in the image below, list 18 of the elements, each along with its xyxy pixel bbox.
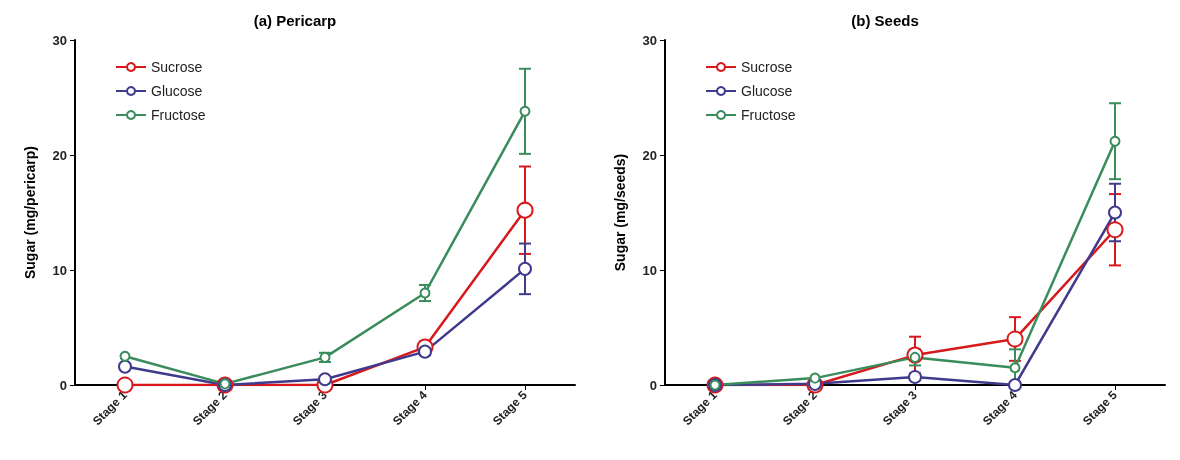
legend-label: Fructose [151, 107, 206, 123]
y-tick-label: 30 [642, 32, 657, 48]
y-tick-label: 30 [52, 32, 67, 48]
y-tick-label: 20 [52, 147, 67, 163]
chart-title: (b) Seeds [851, 12, 919, 29]
y-tick-label: 0 [59, 377, 67, 393]
y-axis-title: Sugar (mg/pericarp) [22, 145, 38, 280]
y-tick-label: 0 [649, 377, 657, 393]
legend-label: Sucrose [151, 59, 203, 75]
legend-label: Fructose [741, 107, 796, 123]
y-tick-label: 20 [642, 147, 657, 163]
legend-label: Glucose [741, 83, 793, 99]
legend-label: Sucrose [741, 59, 793, 75]
y-tick-label: 10 [52, 262, 67, 278]
chart-title: (a) Pericarp [253, 12, 337, 29]
y-axis-title: Sugar (mg/seeds) [612, 153, 628, 272]
legend-label: Glucose [151, 83, 203, 99]
y-tick-label: 10 [642, 262, 657, 278]
